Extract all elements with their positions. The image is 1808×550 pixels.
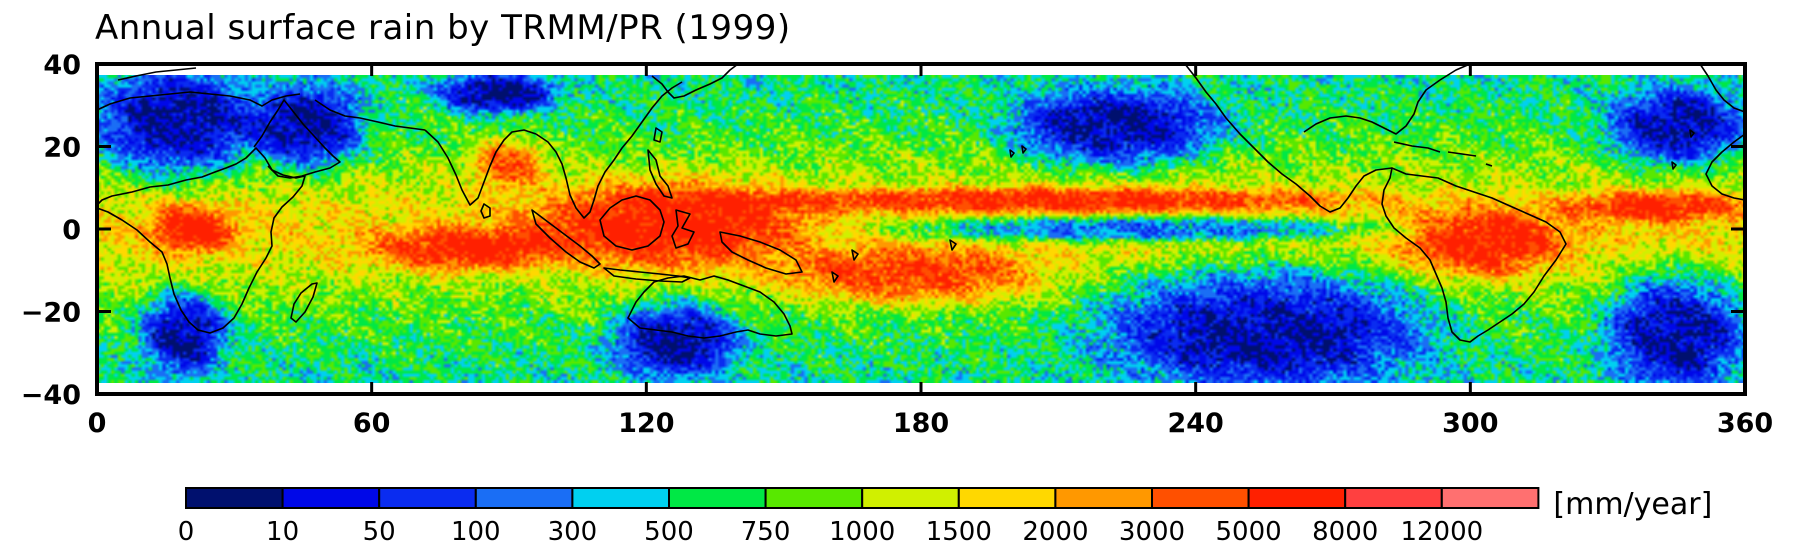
y-tick-label: −40 xyxy=(21,380,81,411)
coastline-gulf xyxy=(1303,63,1471,135)
coastline-south-america xyxy=(1381,167,1567,343)
colorbar: 0 10 50 100 300 500 750 1000 1500 2000 3000 5000 800… xyxy=(178,487,1712,547)
y-tick-label: 40 xyxy=(43,50,81,81)
colorbar-label: 2000 xyxy=(1022,517,1088,547)
coastline-india xyxy=(424,129,537,206)
coastline-west-africa xyxy=(1705,133,1746,201)
x-tick-label: 60 xyxy=(353,408,391,439)
coastline-north-america xyxy=(1184,63,1393,213)
colorbar-swatch xyxy=(764,487,864,509)
y-tick-label: −20 xyxy=(21,298,81,329)
coastline-philippines xyxy=(647,149,673,199)
coastline-japan xyxy=(651,63,739,99)
x-tick-label: 240 xyxy=(1167,408,1223,439)
x-tick-label: 0 xyxy=(88,408,107,439)
coastline-sri-lanka xyxy=(480,203,491,219)
colorbar-label: 8000 xyxy=(1312,517,1378,547)
coastline-sulawesi xyxy=(671,209,695,249)
coastline-borneo xyxy=(599,195,665,251)
colorbar-swatch xyxy=(378,487,477,509)
coastline-iran xyxy=(314,99,426,131)
colorbar-swatch xyxy=(281,487,381,509)
chart-title: Annual surface rain by TRMM/PR (1999) xyxy=(95,8,791,48)
coastline-atlantic-islands xyxy=(1671,129,1695,170)
colorbar-swatch xyxy=(1151,487,1250,509)
colorbar-label: 50 xyxy=(363,517,396,547)
colorbar-label: 1000 xyxy=(829,517,895,547)
x-tick-label: 360 xyxy=(1717,408,1773,439)
coastline-caribbean xyxy=(1393,141,1493,167)
coastlines xyxy=(96,63,1746,343)
colorbar-swatch xyxy=(668,487,767,509)
colorbar-swatch xyxy=(571,487,671,509)
colorbar-label: 1500 xyxy=(926,517,992,547)
colorbar-swatch xyxy=(1344,487,1443,509)
y-tick-label: 20 xyxy=(43,133,81,164)
y-axis: 40 20 0 −20 −40 xyxy=(21,50,1745,411)
colorbar-swatch xyxy=(474,487,574,509)
colorbar-label: 10 xyxy=(266,517,299,547)
colorbar-swatch xyxy=(1247,487,1347,509)
colorbar-swatch xyxy=(861,487,960,509)
coastline-taiwan xyxy=(653,127,663,143)
coastline-mediterranean xyxy=(96,67,301,111)
coastline-arabia xyxy=(253,99,341,179)
coastline-se-asia xyxy=(535,81,683,219)
colorbar-label: 100 xyxy=(451,517,501,547)
coastline-africa xyxy=(96,147,306,334)
colorbar-swatch xyxy=(957,487,1057,509)
colorbar-label: 12000 xyxy=(1400,517,1483,547)
coastline-madagascar xyxy=(290,282,318,323)
x-axis: 0 60 120 180 240 300 360 xyxy=(88,64,1773,439)
coastline-australia xyxy=(627,275,793,339)
coastline-iberia xyxy=(1699,63,1746,113)
rain-heatmap xyxy=(97,75,1745,383)
colorbar-label: 750 xyxy=(741,517,791,547)
y-tick-label: 0 xyxy=(62,215,81,246)
colorbar-label: 5000 xyxy=(1216,517,1282,547)
x-tick-label: 300 xyxy=(1442,408,1498,439)
colorbar-label: 0 xyxy=(178,517,195,547)
coastline-sumatra xyxy=(531,209,601,269)
coastline-new-guinea xyxy=(719,231,803,275)
colorbar-swatch xyxy=(185,487,284,509)
colorbar-swatch xyxy=(1440,487,1540,509)
x-tick-label: 180 xyxy=(893,408,949,439)
colorbar-label: 500 xyxy=(644,517,694,547)
colorbar-label: 3000 xyxy=(1119,517,1185,547)
x-tick-label: 120 xyxy=(618,408,674,439)
coastline-pacific-islands xyxy=(831,145,1027,283)
colorbar-label: 300 xyxy=(548,517,598,547)
colorbar-unit: [mm/year] xyxy=(1553,487,1712,522)
colorbar-swatch xyxy=(1054,487,1154,509)
